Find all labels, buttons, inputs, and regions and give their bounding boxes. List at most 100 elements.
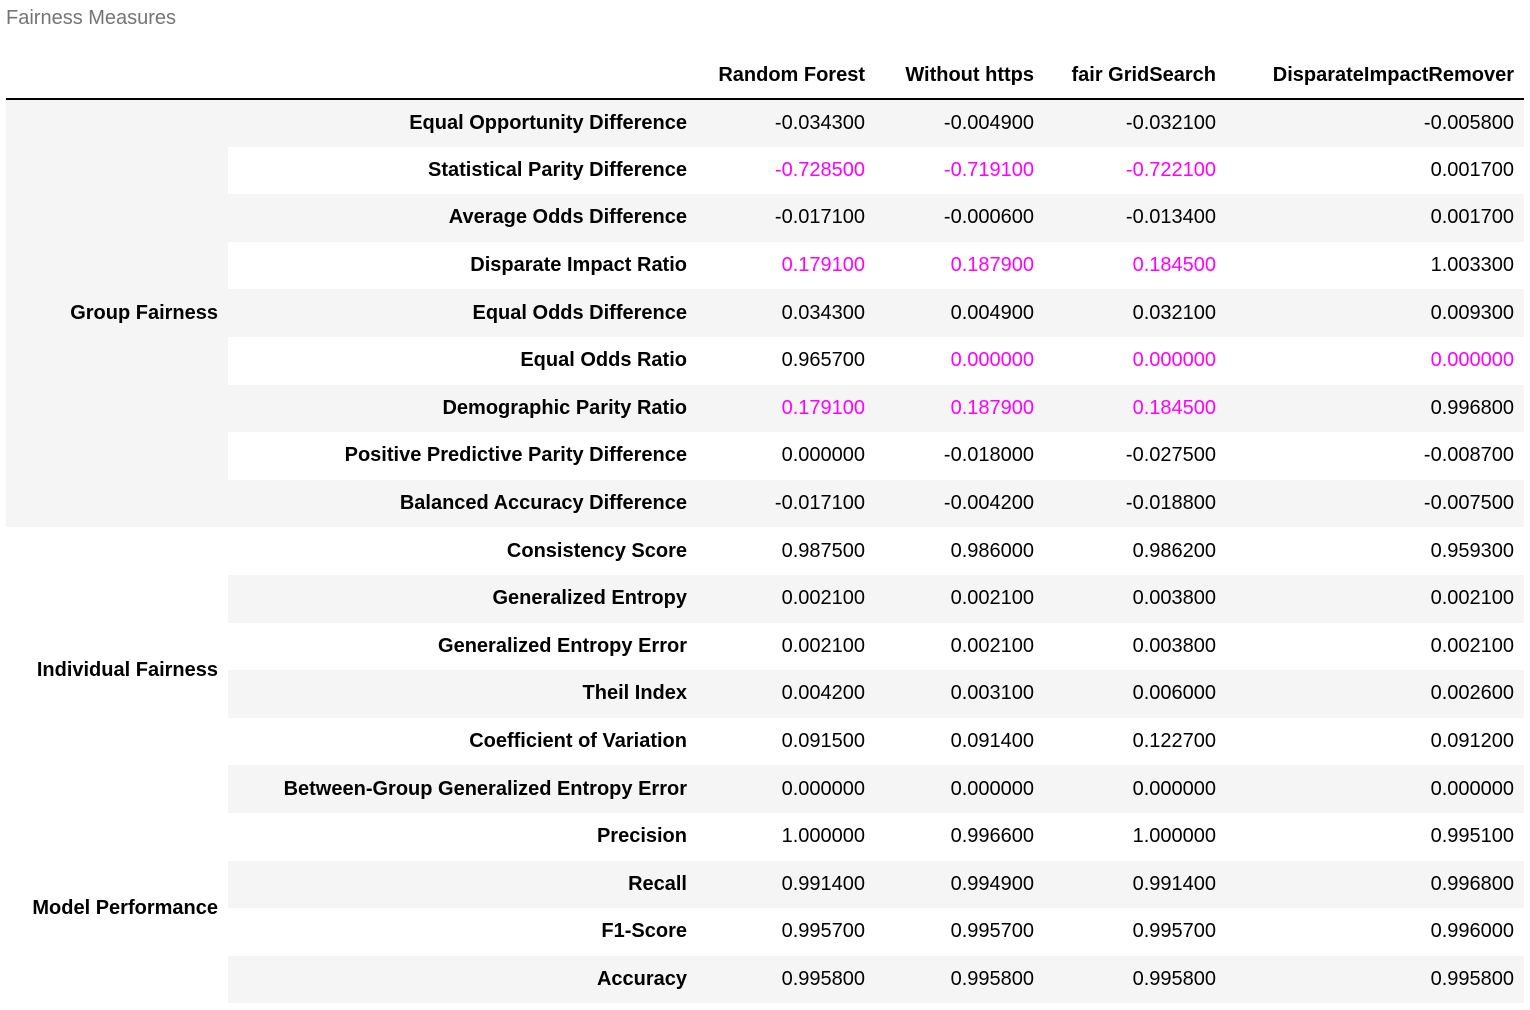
- value-cell: 0.002100: [1226, 574, 1524, 623]
- value-cell: 0.000000: [697, 765, 875, 813]
- value-cell: 0.002100: [875, 574, 1044, 623]
- table-row: Group Fairness Equal Opportunity Differen…: [6, 99, 1524, 528]
- value-cell: -0.013400: [1044, 194, 1226, 242]
- column-header-without-https: Without https: [875, 52, 1044, 100]
- value-cell: 0.995800: [697, 955, 875, 1004]
- value-cell: 0.004200: [697, 670, 875, 718]
- table-row: Model Performance Precision 1.000000 0.9966…: [6, 812, 1524, 1004]
- value-cell: -0.017100: [697, 479, 875, 528]
- header-row: Random Forest Without https fair GridSea…: [6, 52, 1524, 100]
- table-caption: Fairness Measures: [6, 7, 177, 29]
- row-group-label: Model Performance: [6, 812, 228, 1004]
- header-blank-group: [6, 52, 228, 100]
- value-cell: 0.996000: [1226, 908, 1524, 956]
- value-cell: 0.995700: [1044, 908, 1226, 956]
- value-cell: 0.000000: [875, 765, 1044, 813]
- value-cell: 0.001700: [1226, 146, 1524, 195]
- value-cell: -0.004200: [875, 479, 1044, 528]
- value-cell: 0.006000: [1044, 670, 1226, 718]
- value-cell: 0.995700: [875, 908, 1044, 956]
- table-row: Generalized Entropy Error 0.002100 0.00210…: [6, 622, 1524, 671]
- metric-label: F1-Score: [228, 908, 697, 956]
- value-cell: 0.996800: [1226, 384, 1524, 433]
- value-cell: 0.002100: [1226, 622, 1524, 671]
- value-cell: 0.991400: [1044, 860, 1226, 909]
- value-cell: 0.991400: [697, 860, 875, 909]
- value-cell: 0.000000: [1044, 765, 1226, 813]
- value-cell: -0.018800: [1044, 479, 1226, 528]
- value-cell: 0.187900: [875, 241, 1044, 290]
- value-cell: 0.000000: [697, 432, 875, 480]
- value-cell: 0.965700: [697, 336, 875, 385]
- table-row: Theil Index 0.004200 0.003100 0.006000 0.002…: [6, 670, 1524, 718]
- value-cell: 0.002600: [1226, 670, 1524, 718]
- metric-label: Generalized Entropy: [228, 574, 697, 623]
- value-cell: 1.000000: [1044, 812, 1226, 861]
- metric-label: Theil Index: [228, 670, 697, 718]
- table-header: Random Forest Without https fair GridSea…: [6, 52, 1524, 100]
- table-row: Individual Fairness Consistency Score 0.98…: [6, 527, 1524, 813]
- row-group-label: Individual Fairness: [6, 527, 228, 813]
- value-cell: -0.722100: [1044, 146, 1226, 195]
- value-cell: -0.034300: [697, 99, 875, 147]
- table-row: Between-Group Generalized Entropy Error 0…: [6, 765, 1524, 813]
- value-cell: 0.959300: [1226, 527, 1524, 575]
- metric-label: Disparate Impact Ratio: [228, 241, 697, 290]
- value-cell: -0.018000: [875, 432, 1044, 480]
- metric-label: Balanced Accuracy Difference: [228, 479, 697, 528]
- table-row: Disparate Impact Ratio 0.179100 0.187900 0.…: [6, 241, 1524, 290]
- value-cell: -0.719100: [875, 146, 1044, 195]
- value-cell: 0.034300: [697, 289, 875, 337]
- value-cell: -0.008700: [1226, 432, 1524, 480]
- value-cell: 0.000000: [875, 336, 1044, 385]
- metric-label: Precision: [228, 812, 697, 861]
- value-cell: 0.032100: [1044, 289, 1226, 337]
- value-cell: 1.000000: [697, 812, 875, 861]
- value-cell: 0.003800: [1044, 574, 1226, 623]
- value-cell: 0.122700: [1044, 717, 1226, 766]
- metric-label: Demographic Parity Ratio: [228, 384, 697, 433]
- value-cell: 0.004900: [875, 289, 1044, 337]
- table-row: Recall 0.991400 0.994900 0.991400 0.996800: [6, 860, 1524, 909]
- metric-label: Generalized Entropy Error: [228, 622, 697, 671]
- value-cell: 0.001700: [1226, 194, 1524, 242]
- value-cell: 0.000000: [1226, 765, 1524, 813]
- metric-label: Recall: [228, 860, 697, 909]
- value-cell: 0.003100: [875, 670, 1044, 718]
- table-row: Positive Predictive Parity Difference 0.0…: [6, 432, 1524, 480]
- metric-label: Positive Predictive Parity Difference: [228, 432, 697, 480]
- value-cell: -0.005800: [1226, 99, 1524, 147]
- metric-label: Equal Odds Difference: [228, 289, 697, 337]
- metric-label: Equal Odds Ratio: [228, 336, 697, 385]
- metric-label: Between-Group Generalized Entropy Error: [228, 765, 697, 813]
- metric-label: Equal Opportunity Difference: [228, 99, 697, 147]
- table-row: Equal Odds Difference 0.034300 0.004900 0.0…: [6, 289, 1524, 337]
- value-cell: 0.996600: [875, 812, 1044, 861]
- value-cell: 0.179100: [697, 384, 875, 433]
- value-cell: 0.187900: [875, 384, 1044, 433]
- value-cell: 0.002100: [697, 622, 875, 671]
- value-cell: 0.995700: [697, 908, 875, 956]
- value-cell: -0.027500: [1044, 432, 1226, 480]
- value-cell: 0.002100: [875, 622, 1044, 671]
- metric-label: Statistical Parity Difference: [228, 146, 697, 195]
- value-cell: -0.000600: [875, 194, 1044, 242]
- value-cell: 0.987500: [697, 527, 875, 575]
- value-cell: -0.007500: [1226, 479, 1524, 528]
- value-cell: -0.017100: [697, 194, 875, 242]
- column-header-random-forest: Random Forest: [697, 52, 875, 100]
- value-cell: 0.994900: [875, 860, 1044, 909]
- table-row: Demographic Parity Ratio 0.179100 0.187900…: [6, 384, 1524, 433]
- value-cell: 0.995800: [1226, 955, 1524, 1004]
- value-cell: 0.179100: [697, 241, 875, 290]
- table-row: Balanced Accuracy Difference -0.017100 -0.…: [6, 479, 1524, 528]
- value-cell: 0.091200: [1226, 717, 1524, 766]
- table-row: Coefficient of Variation 0.091500 0.091400…: [6, 717, 1524, 766]
- table-row: Equal Odds Ratio 0.965700 0.000000 0.000000…: [6, 336, 1524, 385]
- value-cell: 0.003800: [1044, 622, 1226, 671]
- value-cell: 0.995100: [1226, 812, 1524, 861]
- fairness-table: Random Forest Without https fair GridSea…: [6, 52, 1524, 1004]
- value-cell: 0.091500: [697, 717, 875, 766]
- value-cell: 0.996800: [1226, 860, 1524, 909]
- value-cell: 1.003300: [1226, 241, 1524, 290]
